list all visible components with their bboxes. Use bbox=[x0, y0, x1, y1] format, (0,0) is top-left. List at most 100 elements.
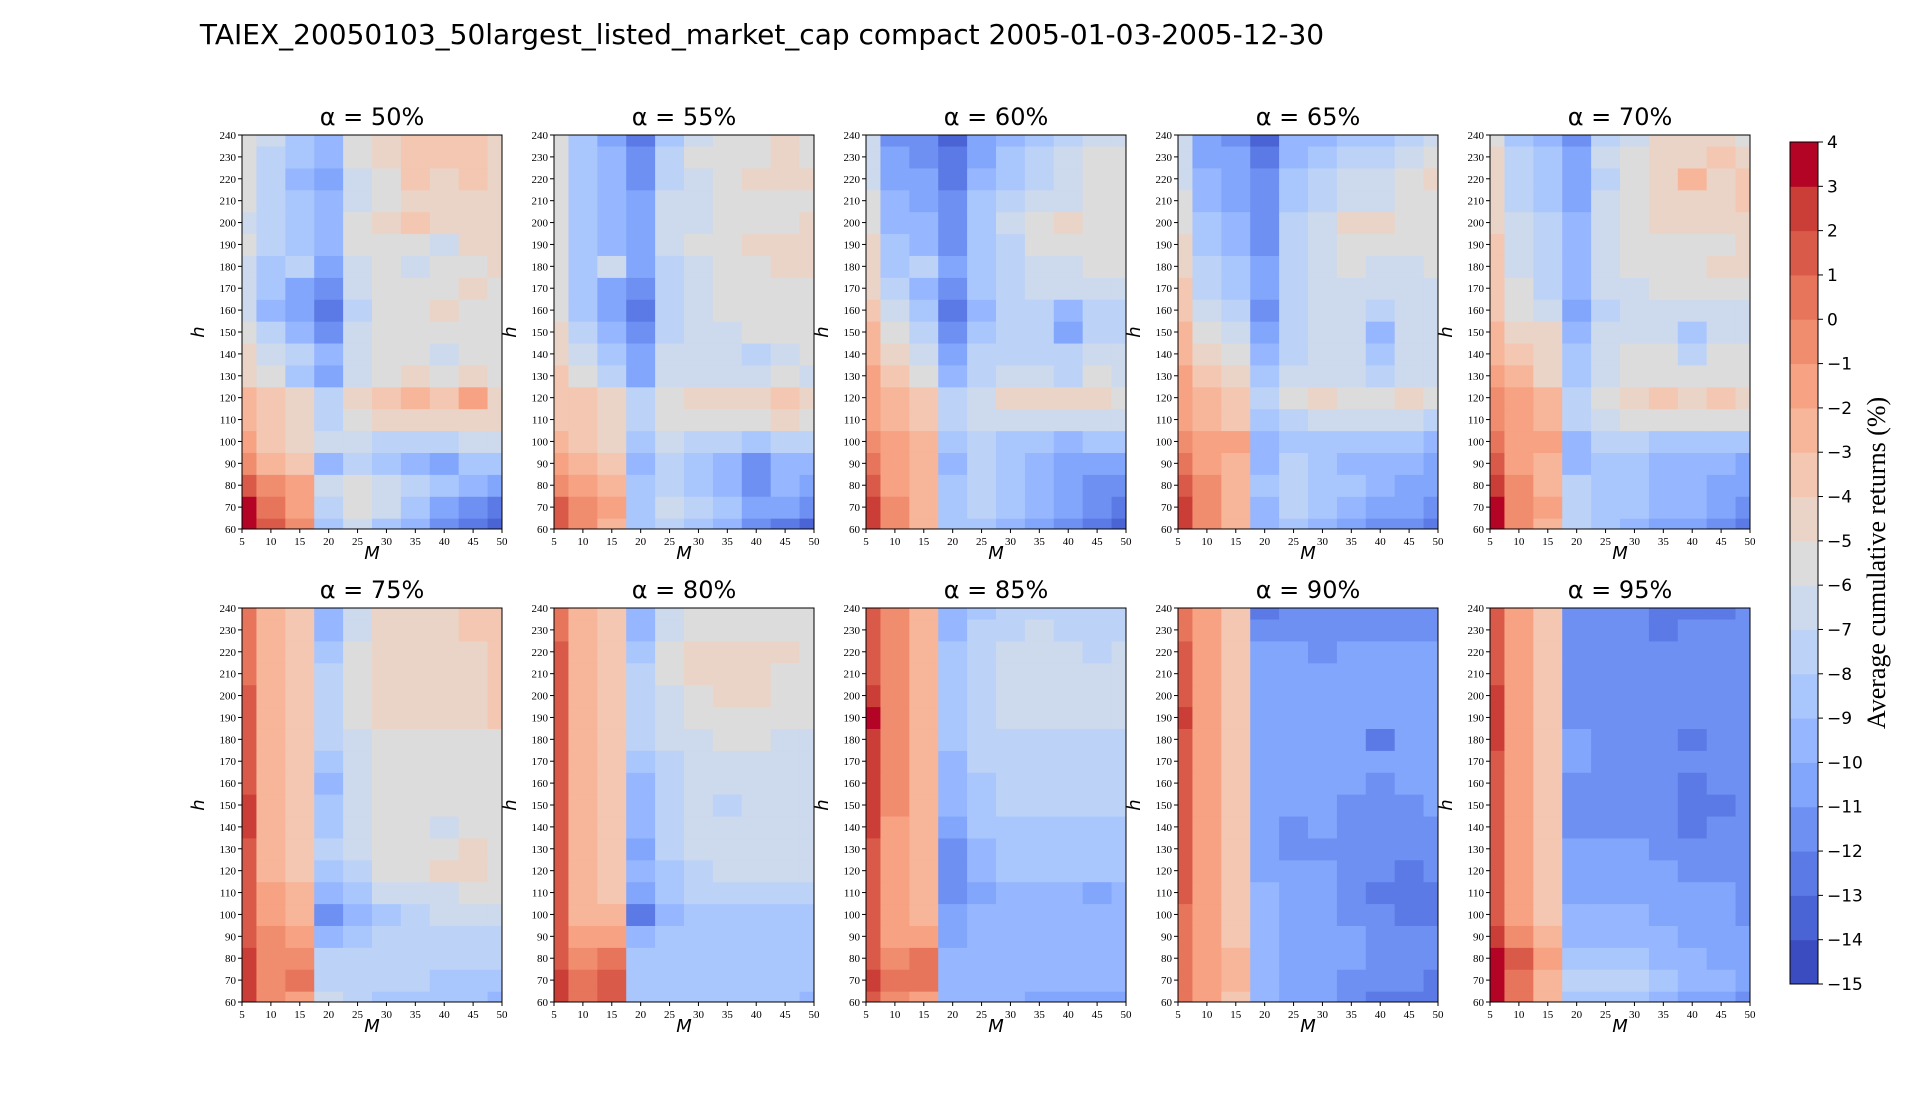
heatmap-cell bbox=[741, 408, 772, 432]
heatmap-cell bbox=[909, 496, 939, 519]
heatmap-cell bbox=[458, 969, 489, 992]
heatmap-cell bbox=[1221, 496, 1251, 519]
heatmap-cell bbox=[866, 837, 882, 861]
heatmap-cell bbox=[938, 728, 968, 751]
heatmap-cell bbox=[1677, 706, 1708, 729]
colorbar-tick-label: −15 bbox=[1827, 975, 1863, 995]
heatmap-cell bbox=[996, 772, 1026, 795]
heatmap-cell bbox=[996, 815, 1026, 839]
colorbar-segment bbox=[1790, 851, 1818, 896]
heatmap-cell bbox=[554, 608, 570, 620]
heatmap-cell bbox=[1250, 386, 1280, 410]
heatmap-cell bbox=[314, 991, 344, 1002]
heatmap-cell bbox=[1533, 189, 1563, 213]
heatmap-cell bbox=[242, 496, 258, 519]
heatmap-cell bbox=[799, 342, 814, 366]
heatmap-cell bbox=[655, 233, 685, 256]
x-tick-label: 35 bbox=[410, 536, 422, 548]
heatmap-cell bbox=[1648, 728, 1679, 751]
heatmap-cell bbox=[1620, 750, 1650, 773]
heatmap-cell bbox=[1706, 684, 1737, 708]
heatmap-cell bbox=[343, 794, 373, 817]
heatmap-cell bbox=[1648, 618, 1679, 642]
heatmap-cell bbox=[1423, 706, 1438, 729]
x-tick-label: 10 bbox=[1513, 1009, 1525, 1021]
heatmap-cell bbox=[1735, 815, 1750, 839]
heatmap-cell bbox=[684, 211, 714, 235]
heatmap-cell bbox=[1336, 321, 1367, 344]
heatmap-cell bbox=[343, 135, 373, 147]
y-tick-label: 190 bbox=[844, 239, 861, 251]
x-tick-label: 20 bbox=[635, 536, 647, 548]
heatmap-cell bbox=[996, 947, 1026, 970]
x-tick-label: 10 bbox=[577, 1009, 589, 1021]
heatmap-cell bbox=[1082, 277, 1113, 300]
y-tick-label: 60 bbox=[849, 997, 861, 1009]
panel-title: α = 95% bbox=[1568, 576, 1673, 604]
y-tick-label: 70 bbox=[849, 975, 861, 987]
heatmap-cell bbox=[741, 640, 772, 664]
heatmap-cell bbox=[655, 364, 685, 388]
heatmap-cell bbox=[1178, 167, 1194, 191]
heatmap-cell bbox=[1178, 640, 1194, 664]
heatmap-cell bbox=[372, 618, 402, 642]
x-tick-label: 15 bbox=[1230, 536, 1242, 548]
heatmap-cell bbox=[770, 321, 801, 344]
heatmap-cell bbox=[909, 903, 939, 926]
heatmap-cell bbox=[1394, 386, 1425, 410]
heatmap-cell bbox=[967, 662, 997, 686]
heatmap-cell bbox=[799, 135, 814, 147]
heatmap-cell bbox=[1178, 881, 1194, 905]
heatmap-cell bbox=[1648, 706, 1679, 729]
heatmap-cell bbox=[372, 233, 402, 256]
heatmap-cell bbox=[429, 255, 460, 278]
heatmap-cell bbox=[1394, 211, 1425, 235]
colorbar-tick-label: −12 bbox=[1827, 842, 1863, 862]
heatmap-cell bbox=[1620, 772, 1650, 795]
heatmap-cell bbox=[1706, 518, 1737, 529]
heatmap-cell bbox=[1735, 925, 1750, 948]
heatmap-cell bbox=[880, 881, 910, 905]
heatmap-cell bbox=[1706, 859, 1737, 883]
x-tick-label: 15 bbox=[918, 1009, 930, 1021]
y-tick-label: 140 bbox=[532, 349, 549, 361]
heatmap-cell bbox=[967, 881, 997, 905]
heatmap-cell bbox=[1221, 233, 1251, 256]
heatmap-cell bbox=[554, 750, 570, 773]
heatmap-cell bbox=[343, 815, 373, 839]
colorbar-tick-label: −9 bbox=[1827, 709, 1852, 729]
heatmap-cell bbox=[1490, 364, 1506, 388]
x-tick-label: 50 bbox=[1745, 536, 1757, 548]
heatmap-cell bbox=[996, 662, 1026, 686]
heatmap-cell bbox=[314, 969, 344, 992]
heatmap-cell bbox=[909, 608, 939, 620]
x-tick-label: 20 bbox=[1259, 536, 1271, 548]
heatmap-cell bbox=[554, 135, 570, 147]
heatmap-cell bbox=[285, 189, 315, 213]
colorbar-segment bbox=[1790, 629, 1818, 675]
heatmap-cell bbox=[655, 255, 685, 278]
heatmap-cell bbox=[655, 925, 685, 948]
heatmap-cell bbox=[1308, 794, 1338, 817]
heatmap-cell bbox=[712, 474, 743, 497]
heatmap-cell bbox=[372, 772, 402, 795]
heatmap-cell bbox=[1591, 167, 1621, 191]
heatmap-cell bbox=[880, 474, 910, 497]
heatmap-cell bbox=[712, 408, 743, 432]
heatmap-cell bbox=[372, 518, 402, 529]
x-tick-label: 35 bbox=[722, 536, 734, 548]
y-tick-label: 240 bbox=[1468, 603, 1485, 615]
y-axis-label: h bbox=[500, 799, 521, 810]
y-tick-label: 120 bbox=[1468, 393, 1485, 405]
heatmap-cell bbox=[400, 364, 431, 388]
heatmap-cell bbox=[909, 706, 939, 729]
heatmap-cell bbox=[880, 794, 910, 817]
heatmap-cell bbox=[967, 618, 997, 642]
heatmap-cell bbox=[1024, 925, 1055, 948]
heatmap-cell bbox=[1308, 408, 1338, 432]
x-tick-label: 10 bbox=[889, 536, 901, 548]
heatmap-cell bbox=[1250, 342, 1280, 366]
heatmap-cell bbox=[1562, 859, 1592, 883]
heatmap-cell bbox=[684, 189, 714, 213]
panel-title: α = 90% bbox=[1256, 576, 1361, 604]
